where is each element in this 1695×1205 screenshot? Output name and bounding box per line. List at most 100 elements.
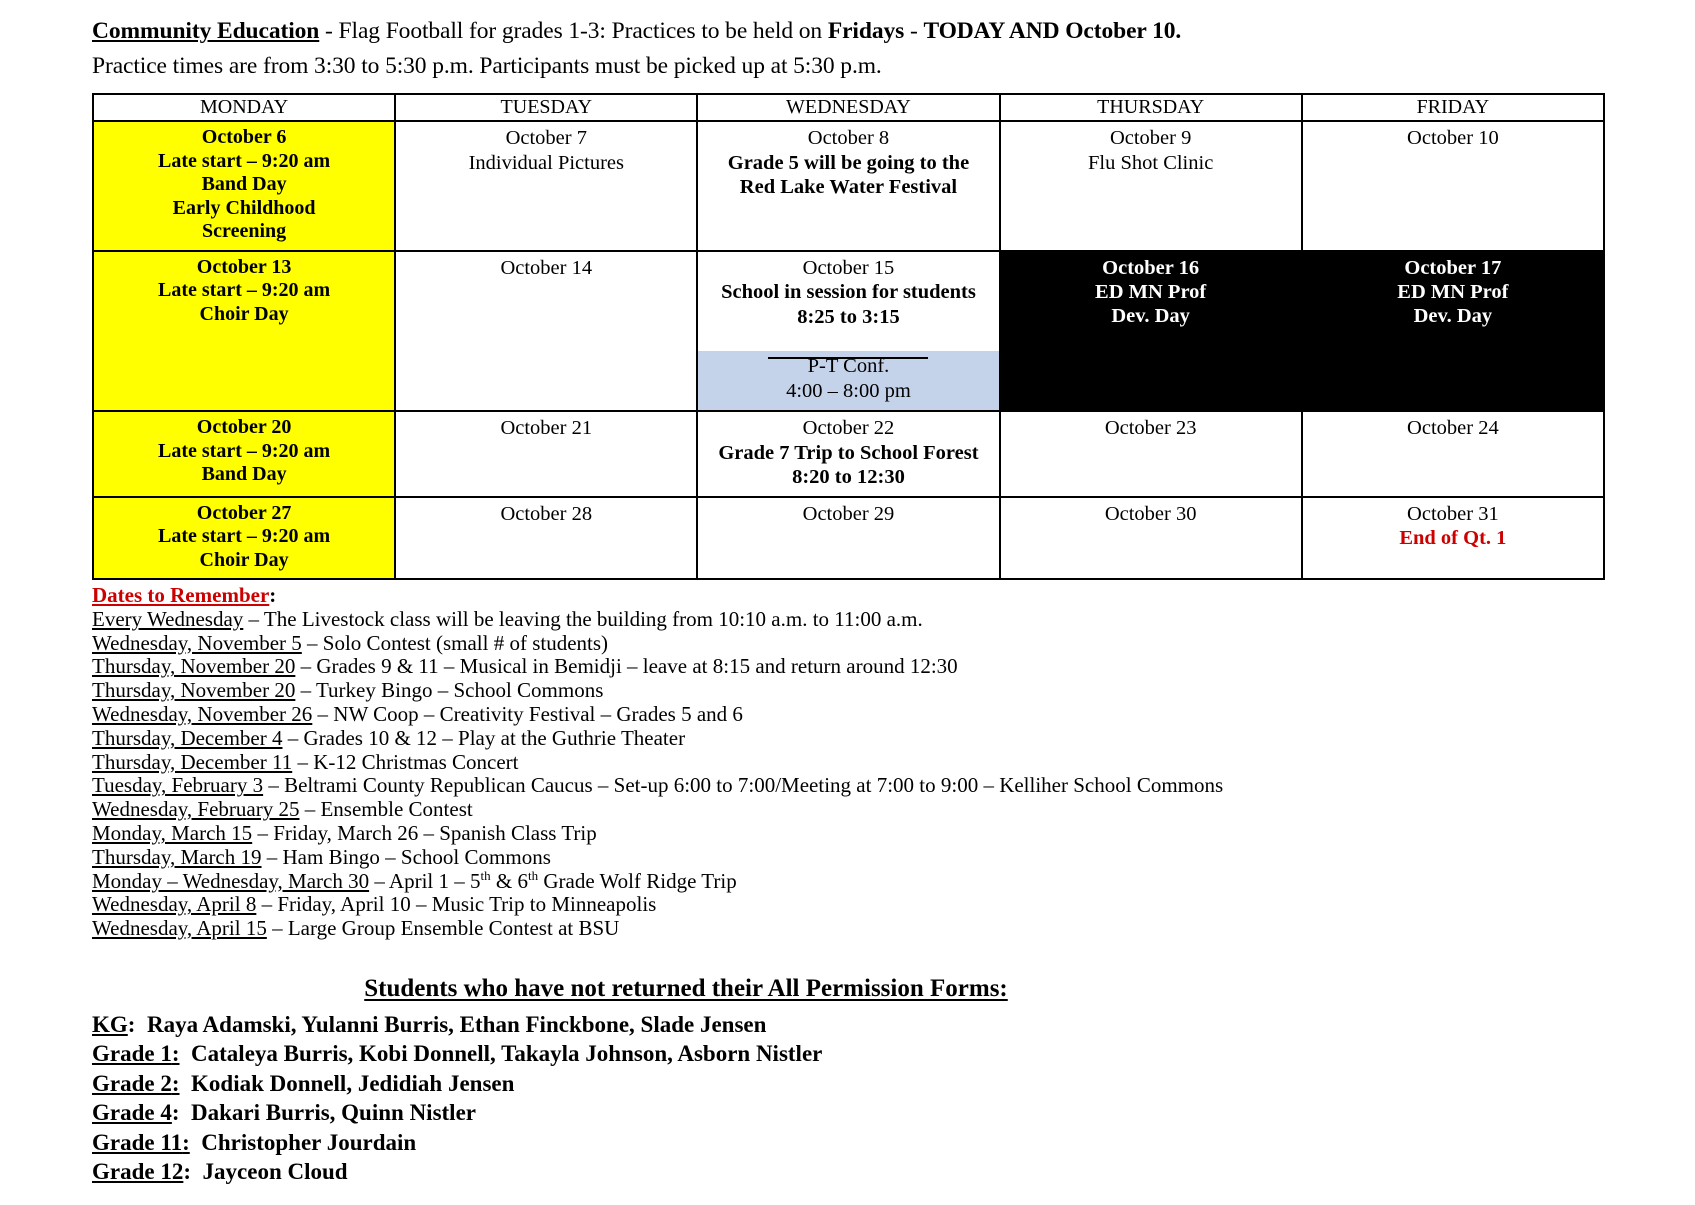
day-event: ED MN Prof [1095,280,1207,303]
dates-to-remember-colon: : [269,583,277,607]
calendar-header-row: MONDAY TUESDAY WEDNESDAY THURSDAY FRIDAY [91,93,1606,122]
day-event: 8:20 to 12:30 [792,466,905,488]
student-names: Christopher Jourdain [201,1129,417,1155]
date-item-detail: – Ensemble Contest [299,797,473,822]
day-date: October 15 [802,256,895,279]
date-item-detail: – Beltrami County Republican Caucus – Se… [263,773,1224,798]
day-cell-october-31: October 31 End of Qt. 1 [1300,495,1606,580]
date-item: Monday, March 15 – Friday, March 26 – Sp… [92,820,1675,846]
day-event: 8:25 to 3:15 [797,305,900,328]
date-item-lead: Tuesday, February 3 [92,773,264,798]
day-cell-content: October 29 [698,498,998,533]
day-cell-content: October 24 [1303,412,1603,447]
calendar-body: October 6 Late start – 9:20 am Band Day … [91,120,1606,580]
student-names: Raya Adamski, Yulanni Burris, Ethan Finc… [146,1011,767,1037]
column-header-wednesday: WEDNESDAY [696,93,1001,122]
day-cell-content: October 13 Late start – 9:20 am Choir Da… [94,252,394,333]
date-item: Thursday, November 20 – Turkey Bingo – S… [92,678,1675,703]
day-cell-content: October 8 Grade 5 will be going to the R… [698,122,998,206]
community-education-note: Community Education - Flag Football for … [92,14,1675,84]
date-item-lead: Thursday, March 19 [92,844,262,869]
day-date: October 24 [1407,417,1499,439]
day-cell-content: October 17 ED MN Prof Dev. Day [1303,252,1603,334]
calendar-week-row: October 13 Late start – 9:20 am Choir Da… [91,249,1606,412]
day-cell-october-15: October 15 School in session for student… [696,249,1001,412]
date-item: Wednesday, April 8 – Friday, April 10 – … [92,892,1675,917]
grade-label: Grade 4 [92,1100,172,1126]
community-education-label: Community Education [92,18,320,44]
column-header-friday: FRIDAY [1300,93,1606,122]
day-event: Dev. Day [1413,304,1493,327]
dates-to-remember-section: Dates to Remember: Every Wednesday – The… [92,583,1675,941]
grade-label: Grade 2: [92,1070,180,1096]
day-event: Dev. Day [1111,304,1190,327]
date-item-detail: – The Livestock class will be leaving th… [243,606,923,631]
permission-forms-list: KG: Raya Adamski, Yulanni Burris, Ethan … [92,1010,1675,1187]
permission-row: Grade 2: Kodiak Donnell, Jedidiah Jensen [92,1069,1675,1099]
date-item-detail: – April 1 – 5th & 6th Grade Wolf Ridge T… [369,867,737,893]
date-item: Wednesday, February 25 – Ensemble Contes… [92,797,1675,822]
date-item-lead: Thursday, December 4 [92,725,283,750]
date-item-detail: – Large Group Ensemble Contest at BSU [266,916,620,941]
day-event: Band Day [201,173,287,195]
day-cell-october-27: October 27 Late start – 9:20 am Choir Da… [91,495,397,580]
day-event: Early Childhood [172,196,316,219]
date-item: Thursday, December 4 – Grades 10 & 12 – … [92,725,1675,751]
day-cell-october-29: October 29 [696,495,1001,580]
day-event: Grade 5 will be going to the [727,151,970,174]
dates-to-remember-title: Dates to Remember [92,583,270,607]
day-cell-content: October 7 Individual Pictures [396,122,696,181]
day-cell-content: October 28 [396,498,696,533]
october-calendar-table: MONDAY TUESDAY WEDNESDAY THURSDAY FRIDAY… [91,93,1606,580]
day-cell-october-14: October 14 [394,249,699,412]
student-names: Kodiak Donnell, Jedidiah Jensen [191,1070,515,1096]
day-date: October 16 [1102,256,1200,279]
grade-label: KG [92,1011,128,1037]
permission-row: Grade 11: Christopher Jourdain [92,1128,1675,1158]
date-item-lead: Wednesday, April 8 [92,892,257,917]
calendar-week-row: October 6 Late start – 9:20 am Band Day … [91,120,1606,252]
day-event: Individual Pictures [468,151,624,174]
day-event: Screening [202,220,287,242]
day-event: Flu Shot Clinic [1088,151,1214,174]
pt-conference-block: P-T Conf. 4:00 – 8:00 pm [698,349,999,410]
student-names: Cataleya Burris, Kobi Donnell, Takayla J… [191,1041,823,1067]
day-cell-october-24: October 24 [1300,410,1606,498]
date-item-lead: Thursday, November 20 [92,678,296,703]
student-names: Jayceon Cloud [202,1159,348,1185]
day-event: Late start – 9:20 am [158,439,331,462]
grade-colon [180,1041,192,1066]
date-item: Wednesday, April 15 – Large Group Ensemb… [92,916,1675,941]
grade-label: Grade 1: [92,1041,180,1067]
date-item-lead: Every Wednesday [92,606,244,631]
day-event: Late start – 9:20 am [158,149,331,172]
day-date: October 28 [500,502,593,525]
date-item-detail: – K-12 Christmas Concert [292,749,519,774]
grade-label: Grade 11: [92,1129,190,1155]
day-date: October 14 [500,256,593,279]
student-names: Dakari Burris, Quinn Nistler [191,1100,476,1126]
day-date: October 27 [196,501,292,524]
day-date: October 6 [201,126,287,148]
permission-row: Grade 12: Jayceon Cloud [92,1157,1675,1187]
day-event: Grade 7 Trip to School Forest [718,441,979,464]
dates-to-remember-heading: Dates to Remember: [92,583,1675,608]
permission-forms-section: Students who have not returned their All… [92,975,1675,1187]
date-item-detail: – Friday, March 26 – Spanish Class Trip [252,820,597,845]
day-cell-content: October 31 End of Qt. 1 [1303,498,1603,557]
grade-colon: : [127,1011,147,1037]
day-cell-content: October 22 Grade 7 Trip to School Forest… [698,412,998,496]
column-header-tuesday: TUESDAY [394,93,699,122]
date-item: Thursday, November 20 – Grades 9 & 11 – … [92,654,1675,679]
day-date: October 10 [1407,127,1499,149]
day-cell-content: October 9 Flu Shot Clinic [1001,122,1301,181]
day-date: October 30 [1104,502,1197,525]
date-item: Wednesday, November 5 – Solo Contest (sm… [92,631,1675,656]
day-event: Band Day [201,463,287,485]
date-item-lead: Wednesday, February 25 [92,797,300,822]
day-date: October 31 [1407,502,1499,525]
day-cell-content: October 16 ED MN Prof Dev. Day [1001,252,1301,334]
date-item-detail: – Grades 9 & 11 – Musical in Bemidji – l… [295,654,958,679]
calendar-week-row: October 27 Late start – 9:20 am Choir Da… [91,495,1606,580]
grade-colon [180,1071,192,1096]
